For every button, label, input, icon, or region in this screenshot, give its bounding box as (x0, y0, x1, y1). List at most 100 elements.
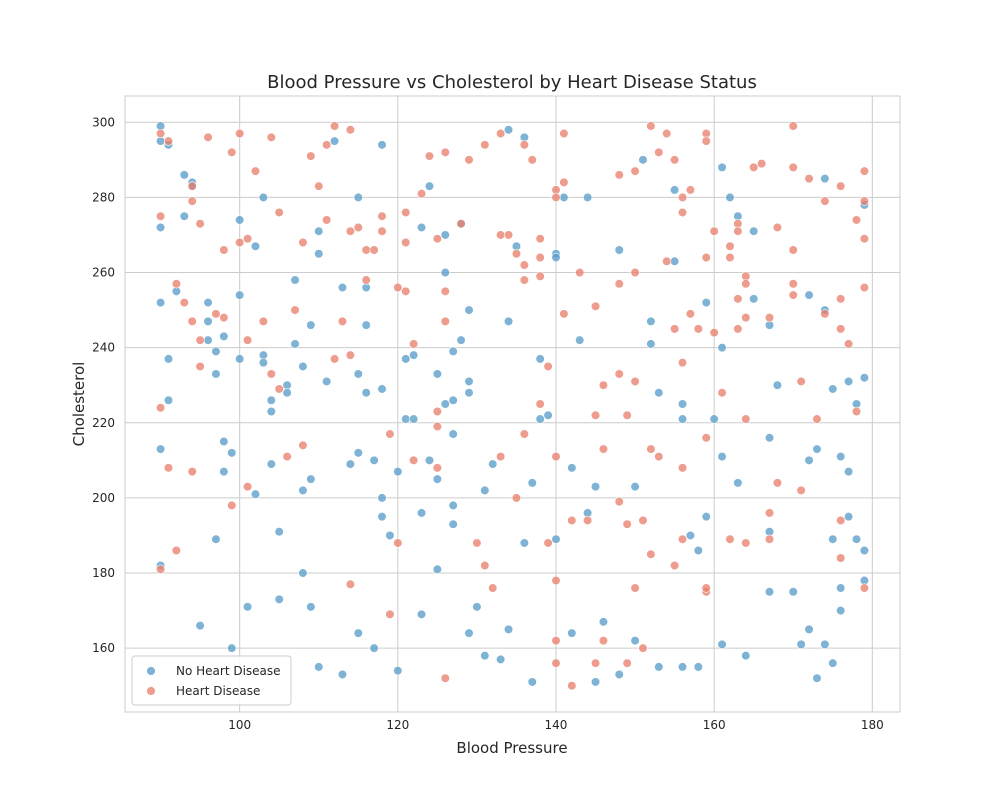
data-point (274, 527, 284, 537)
data-point (377, 493, 387, 503)
data-point (614, 497, 624, 507)
data-point (820, 309, 830, 319)
y-tick-label: 160 (92, 641, 115, 655)
data-point (314, 249, 324, 259)
data-point (298, 485, 308, 495)
data-point (614, 279, 624, 289)
data-point (614, 170, 624, 180)
data-point (266, 395, 276, 405)
data-point (646, 339, 656, 349)
data-point (725, 252, 735, 263)
data-point (393, 538, 403, 548)
data-point (551, 534, 561, 544)
data-point (258, 192, 268, 203)
data-point (851, 534, 862, 544)
data-point (614, 669, 624, 680)
data-point (820, 639, 830, 649)
data-point (306, 602, 316, 612)
data-point (733, 294, 743, 304)
data-point (480, 485, 490, 495)
data-point (567, 681, 577, 691)
data-point (772, 222, 783, 233)
data-point (646, 549, 656, 559)
data-point (496, 654, 506, 665)
data-point (448, 346, 458, 357)
data-point (401, 286, 411, 296)
data-point (219, 467, 229, 477)
x-tick-label: 120 (386, 718, 409, 732)
data-point (804, 455, 814, 465)
data-point (598, 380, 609, 390)
data-point (709, 226, 719, 236)
data-point (535, 271, 545, 281)
data-point (519, 538, 529, 548)
data-point (685, 185, 696, 195)
data-point (345, 459, 355, 469)
data-point (480, 560, 490, 571)
data-point (464, 388, 474, 398)
data-point (757, 159, 767, 169)
data-point (203, 335, 213, 345)
data-point (496, 451, 506, 462)
x-tick-label: 140 (545, 718, 568, 732)
data-point (211, 346, 221, 357)
data-point (709, 328, 719, 338)
data-point (575, 335, 585, 345)
data-point (590, 677, 601, 687)
data-point (456, 219, 466, 229)
data-point (155, 564, 166, 574)
data-point (219, 245, 229, 255)
data-point (725, 241, 735, 251)
data-point (519, 275, 529, 285)
data-point (448, 500, 458, 511)
data-point (250, 241, 261, 251)
data-point (741, 313, 751, 323)
data-point (227, 643, 237, 653)
data-point (511, 493, 522, 503)
data-point (274, 384, 284, 394)
data-point (322, 215, 332, 225)
data-point (385, 530, 395, 541)
data-point (242, 602, 253, 612)
data-point (187, 467, 197, 477)
data-point (772, 478, 783, 488)
data-point (828, 384, 838, 394)
data-point (836, 553, 846, 563)
data-point (179, 170, 189, 180)
data-point (590, 658, 601, 668)
data-point (646, 316, 656, 326)
data-point (329, 136, 340, 146)
data-point (717, 451, 727, 462)
data-point (424, 151, 435, 161)
data-point (725, 192, 735, 203)
data-point (298, 568, 308, 578)
legend-box (131, 655, 292, 706)
data-point (701, 512, 711, 522)
data-point (567, 515, 577, 526)
data-point (464, 305, 474, 315)
data-point (677, 662, 688, 672)
data-point (314, 226, 324, 236)
data-point (227, 147, 237, 157)
data-point (369, 643, 379, 653)
data-point (306, 474, 316, 484)
data-point (274, 207, 284, 218)
data-point (583, 515, 593, 526)
data-point (472, 602, 482, 612)
data-point (598, 617, 609, 627)
data-point (764, 508, 775, 518)
data-point (836, 515, 846, 526)
data-point (646, 444, 656, 454)
data-point (590, 482, 601, 492)
data-point (235, 215, 245, 225)
data-point (654, 662, 664, 672)
data-point (187, 181, 197, 191)
data-point (345, 226, 355, 236)
data-point (535, 399, 545, 409)
data-point (654, 388, 664, 398)
y-tick-label: 240 (92, 341, 115, 355)
data-point (345, 350, 355, 360)
data-point (788, 290, 798, 300)
data-point (693, 545, 703, 556)
data-point (250, 489, 261, 499)
